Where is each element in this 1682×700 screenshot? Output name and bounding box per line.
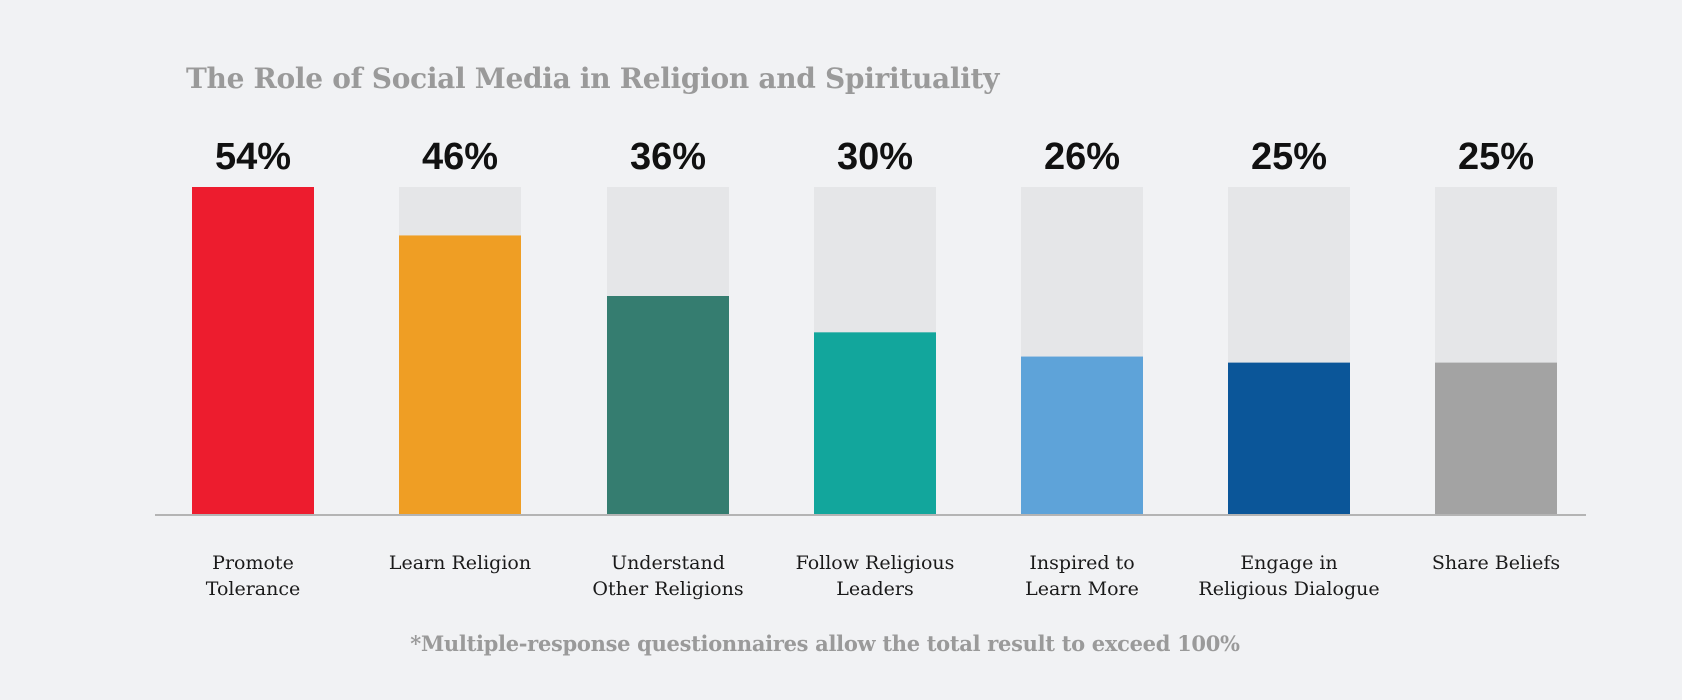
chart-title: The Role of Social Media in Religion and… (186, 62, 1000, 95)
bar (1435, 362, 1557, 514)
category-label: Understand (611, 552, 725, 574)
category-label: Promote (212, 552, 294, 574)
category-label: Learn Religion (389, 552, 531, 574)
category-label: Tolerance (206, 578, 301, 600)
bar (399, 235, 521, 514)
value-label: 26% (1044, 136, 1120, 178)
bar (1228, 362, 1350, 514)
category-label: Learn More (1025, 578, 1139, 600)
value-label: 54% (215, 136, 291, 178)
category-labels: Promote Tolerance Learn Religion Understand… (206, 552, 1560, 600)
value-label: 36% (630, 136, 706, 178)
value-label: 25% (1251, 136, 1327, 178)
category-label: Religious Dialogue (1198, 578, 1379, 600)
value-label: 30% (837, 136, 913, 178)
value-labels: 54% 46% 36% 30% 26% 25% 25% (215, 136, 1534, 178)
footnote: *Multiple-response questionnaires allow … (410, 631, 1240, 656)
value-label: 25% (1458, 136, 1534, 178)
category-label: Follow Religious (796, 552, 955, 574)
bar (1021, 356, 1143, 514)
value-label: 46% (422, 136, 498, 178)
category-label: Other Religions (592, 578, 743, 600)
category-label: Share Beliefs (1432, 552, 1560, 574)
bars (192, 187, 1557, 514)
category-label: Leaders (836, 578, 913, 600)
category-label: Inspired to (1029, 552, 1134, 574)
bar (814, 332, 936, 514)
bar (607, 296, 729, 514)
category-label: Engage in (1240, 552, 1337, 574)
bar (192, 187, 314, 514)
